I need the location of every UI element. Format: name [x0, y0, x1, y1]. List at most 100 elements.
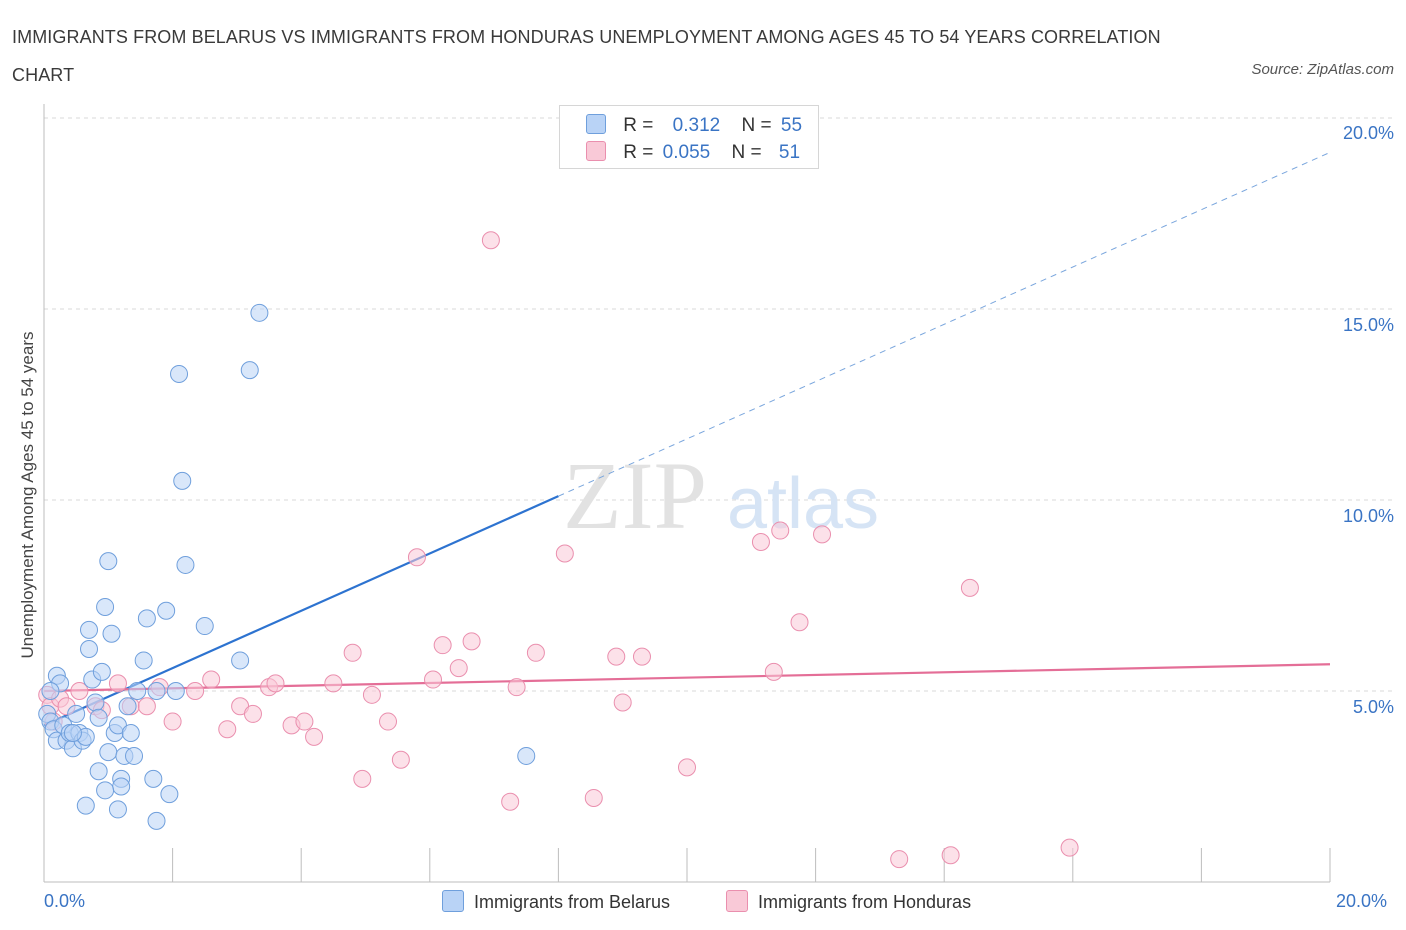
- legend-honduras-swatch: [726, 890, 748, 912]
- legend-belarus-swatch: [442, 890, 464, 912]
- belarus-swatch: [586, 114, 606, 134]
- point-honduras: [771, 521, 790, 540]
- honduras-swatch: [586, 141, 606, 161]
- point-belarus: [96, 597, 115, 616]
- point-belarus: [76, 796, 95, 815]
- point-belarus: [102, 624, 121, 643]
- source-note: Source: ZipAtlas.com: [1251, 61, 1394, 78]
- point-honduras: [555, 544, 574, 563]
- point-honduras: [353, 769, 372, 788]
- y-tick-20: 20.0%: [1342, 123, 1394, 143]
- point-honduras: [764, 662, 783, 681]
- point-belarus: [231, 651, 250, 670]
- belarus-n-label: N =: [741, 115, 772, 136]
- point-belarus: [80, 620, 99, 639]
- honduras-r-value: 0.055: [662, 142, 711, 163]
- point-belarus: [118, 697, 137, 716]
- watermark-zip: ZIP: [563, 442, 707, 549]
- point-honduras: [108, 674, 127, 693]
- point-belarus: [147, 811, 166, 830]
- point-belarus: [173, 471, 192, 490]
- point-honduras: [501, 792, 520, 811]
- x-tick-min: 0.0%: [44, 891, 86, 911]
- y-tick-15: 15.0%: [1342, 315, 1394, 335]
- trend-lines: [43, 151, 1331, 727]
- point-honduras: [202, 670, 221, 689]
- stats-legend: R = 0.312 N = 55 R = 0.055 N = 51: [559, 105, 819, 169]
- point-honduras: [379, 712, 398, 731]
- point-honduras: [613, 693, 632, 712]
- point-honduras: [1060, 838, 1079, 857]
- point-belarus: [96, 781, 115, 800]
- point-belarus: [67, 704, 86, 723]
- point-honduras: [462, 632, 481, 651]
- point-honduras: [607, 647, 626, 666]
- point-honduras: [790, 613, 809, 632]
- grid-lines: [44, 117, 1396, 692]
- point-belarus: [147, 682, 166, 700]
- point-belarus: [86, 693, 105, 712]
- honduras-n-value: 51: [778, 142, 801, 163]
- point-belarus: [195, 617, 214, 636]
- point-honduras: [481, 231, 500, 250]
- data-points: [38, 231, 1079, 869]
- point-belarus: [92, 662, 111, 681]
- point-honduras: [137, 697, 156, 716]
- point-honduras: [186, 682, 205, 700]
- point-belarus: [170, 364, 189, 383]
- point-honduras: [218, 720, 237, 739]
- y-tick-5: 5.0%: [1352, 697, 1394, 717]
- legend-honduras-label: Immigrants from Honduras: [758, 892, 972, 912]
- point-honduras: [163, 712, 182, 731]
- point-honduras: [391, 750, 410, 769]
- trend-line-belarus-extension: [558, 151, 1331, 497]
- point-honduras: [584, 788, 603, 807]
- point-belarus: [240, 361, 259, 380]
- point-belarus: [128, 682, 147, 700]
- chart-title: IMMIGRANTS FROM BELARUS VS IMMIGRANTS FR…: [12, 27, 1161, 85]
- stats-row-belarus: R = 0.312 N = 55: [586, 114, 802, 140]
- point-belarus: [250, 303, 269, 322]
- point-belarus: [41, 682, 60, 700]
- point-belarus: [166, 682, 185, 700]
- point-belarus: [108, 800, 127, 819]
- point-honduras: [678, 758, 696, 777]
- point-honduras: [407, 548, 426, 567]
- point-honduras: [813, 525, 832, 544]
- point-honduras: [324, 674, 343, 693]
- legend-item-belarus: Immigrants from Belarus: [442, 890, 670, 913]
- legend-belarus-label: Immigrants from Belarus: [474, 892, 671, 912]
- point-honduras: [424, 670, 443, 689]
- point-honduras: [295, 712, 314, 731]
- trend-line-honduras: [43, 663, 1331, 693]
- belarus-r-value: 0.312: [672, 115, 721, 136]
- honduras-n-label: N =: [731, 142, 762, 163]
- point-honduras: [941, 846, 960, 865]
- point-belarus: [80, 639, 99, 658]
- point-belarus: [160, 785, 179, 804]
- point-belarus: [176, 555, 195, 574]
- point-honduras: [70, 682, 89, 700]
- legend-item-honduras: Immigrants from Honduras: [726, 890, 971, 913]
- point-honduras: [433, 636, 452, 655]
- point-belarus: [121, 724, 140, 743]
- point-belarus: [99, 552, 118, 571]
- stats-row-honduras: R = 0.055 N = 51: [586, 141, 800, 167]
- point-honduras: [751, 533, 770, 552]
- point-belarus: [112, 777, 131, 796]
- point-belarus: [157, 601, 176, 620]
- belarus-r-label: R =: [623, 115, 654, 136]
- point-honduras: [449, 659, 468, 678]
- point-honduras: [243, 704, 262, 723]
- y-tick-10: 10.0%: [1342, 506, 1394, 526]
- belarus-n-value: 55: [780, 115, 803, 136]
- point-belarus: [99, 743, 118, 762]
- point-belarus: [125, 746, 144, 765]
- point-honduras: [305, 727, 324, 746]
- point-belarus: [134, 651, 153, 670]
- watermark: ZIP atlas: [563, 442, 879, 549]
- point-honduras: [890, 850, 909, 869]
- point-honduras: [362, 685, 381, 704]
- point-belarus: [63, 724, 82, 743]
